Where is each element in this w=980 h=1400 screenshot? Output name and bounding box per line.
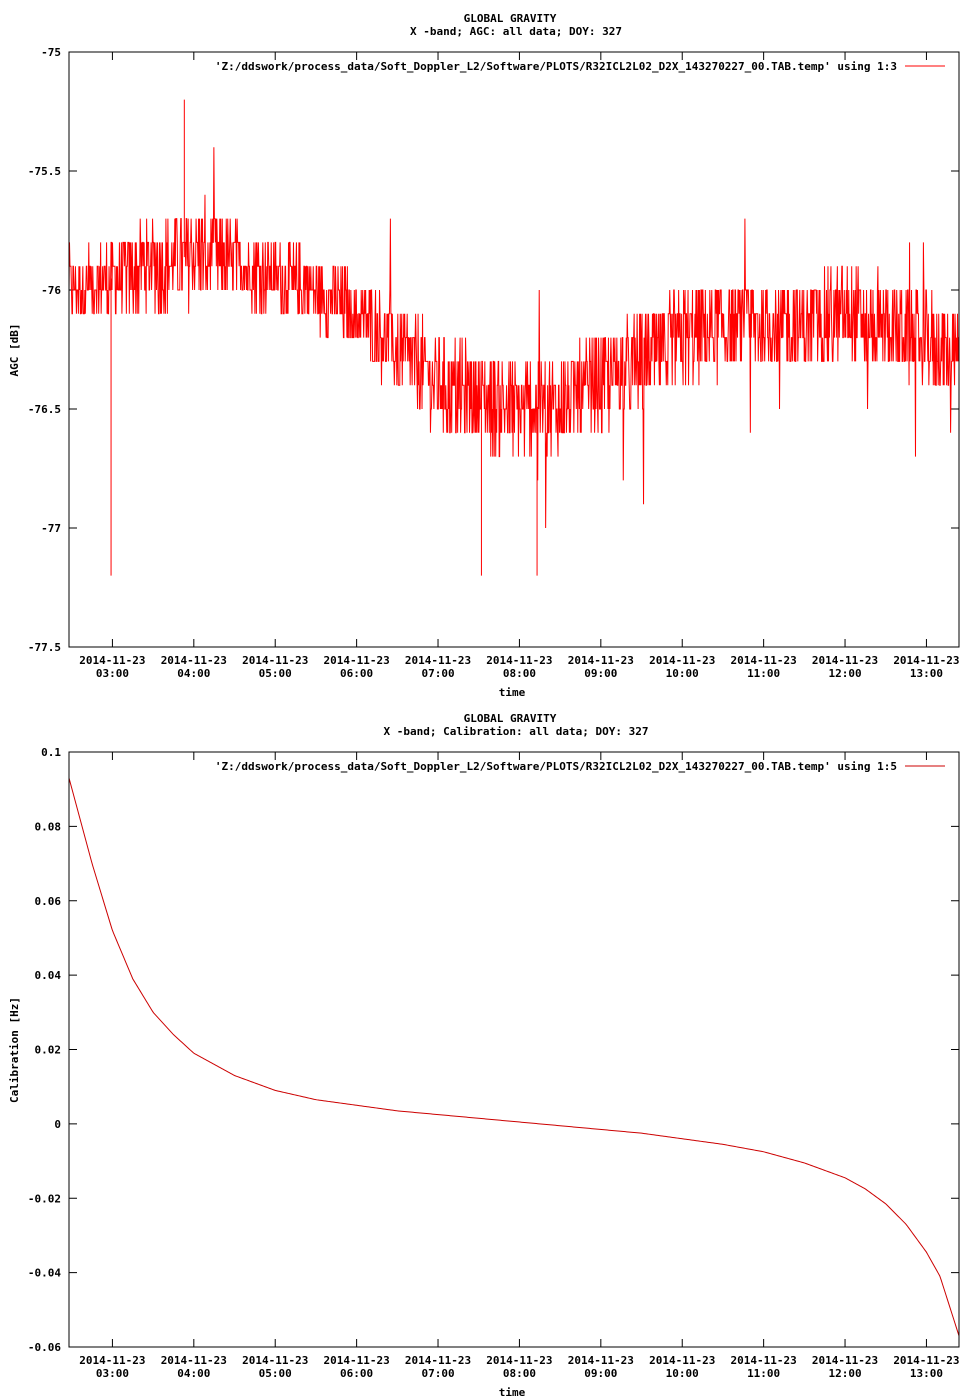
- x-tick-date: 2014-11-23: [649, 654, 715, 667]
- x-tick-marks: [111, 752, 927, 1347]
- x-tick-time: 11:00: [747, 1367, 780, 1380]
- y-tick-label: -0.02: [28, 1192, 61, 1205]
- x-tick-labels: 2014-11-2303:002014-11-2304:002014-11-23…: [79, 654, 959, 680]
- x-tick-time: 03:00: [96, 667, 129, 680]
- x-tick-time: 07:00: [421, 667, 454, 680]
- x-tick-date: 2014-11-23: [486, 654, 552, 667]
- x-tick-date: 2014-11-23: [161, 654, 227, 667]
- x-tick-time: 06:00: [340, 667, 373, 680]
- chart-subtitle: X -band; AGC: all data; DOY: 327: [410, 25, 622, 38]
- x-tick-date: 2014-11-23: [161, 1354, 227, 1367]
- plot-frame: [68, 751, 960, 1348]
- x-tick-date: 2014-11-23: [324, 1354, 390, 1367]
- x-tick-time: 13:00: [910, 1367, 943, 1380]
- x-tick-labels: 2014-11-2303:002014-11-2304:002014-11-23…: [79, 1354, 959, 1380]
- x-tick-date: 2014-11-23: [242, 654, 308, 667]
- legend-label: 'Z:/ddswork/process_data/Soft_Doppler_L2…: [215, 760, 897, 773]
- y-tick-labels: -75 -75.5 -76 -76.5 -77 -77.5: [28, 46, 61, 654]
- x-tick-date: 2014-11-23: [486, 1354, 552, 1367]
- x-tick-date: 2014-11-23: [649, 1354, 715, 1367]
- x-tick-date: 2014-11-23: [324, 654, 390, 667]
- chart-title: GLOBAL GRAVITY: [464, 12, 557, 25]
- x-tick-time: 13:00: [910, 667, 943, 680]
- y-tick-label: -76: [41, 284, 61, 297]
- calibration-series: [68, 777, 960, 1336]
- y-tick-label: 0.04: [35, 969, 62, 982]
- series-line: [68, 147, 960, 529]
- chart-subtitle: X -band; Calibration: all data; DOY: 327: [384, 725, 649, 738]
- x-tick-date: 2014-11-23: [568, 1354, 634, 1367]
- agc-series: [68, 99, 960, 576]
- y-tick-label: 0.06: [35, 895, 62, 908]
- series-line: [68, 777, 960, 1336]
- x-tick-time: 06:00: [340, 1367, 373, 1380]
- y-tick-label: -77.5: [28, 641, 61, 654]
- x-axis-label: time: [499, 686, 526, 699]
- x-tick-time: 10:00: [666, 667, 699, 680]
- y-tick-label: -75: [41, 46, 61, 59]
- y-tick-marks: [69, 51, 959, 648]
- x-tick-date: 2014-11-23: [812, 654, 878, 667]
- legend-label: 'Z:/ddswork/process_data/Soft_Doppler_L2…: [215, 60, 897, 73]
- x-tick-time: 03:00: [96, 1367, 129, 1380]
- x-tick-date: 2014-11-23: [79, 654, 145, 667]
- x-tick-marks: [111, 52, 927, 647]
- chart-title: GLOBAL GRAVITY: [464, 712, 557, 725]
- x-tick-date: 2014-11-23: [893, 654, 959, 667]
- plot-frame: [68, 51, 960, 648]
- x-tick-date: 2014-11-23: [242, 1354, 308, 1367]
- y-tick-label: 0.1: [41, 746, 61, 759]
- x-tick-date: 2014-11-23: [405, 654, 471, 667]
- x-tick-time: 05:00: [259, 667, 292, 680]
- x-tick-date: 2014-11-23: [731, 654, 797, 667]
- x-tick-date: 2014-11-23: [568, 654, 634, 667]
- x-tick-time: 09:00: [584, 1367, 617, 1380]
- y-tick-label: 0: [54, 1118, 61, 1131]
- x-tick-date: 2014-11-23: [731, 1354, 797, 1367]
- y-tick-marks: [69, 751, 959, 1348]
- y-tick-label: -0.04: [28, 1267, 61, 1280]
- calibration-chart: GLOBAL GRAVITY X -band; Calibration: all…: [8, 712, 960, 1399]
- x-tick-time: 08:00: [503, 1367, 536, 1380]
- y-tick-label: -75.5: [28, 165, 61, 178]
- x-tick-date: 2014-11-23: [405, 1354, 471, 1367]
- y-tick-label: -76.5: [28, 403, 61, 416]
- x-tick-date: 2014-11-23: [893, 1354, 959, 1367]
- agc-chart: GLOBAL GRAVITY X -band; AGC: all data; D…: [8, 12, 960, 699]
- y-tick-label: 0.02: [35, 1044, 62, 1057]
- x-tick-time: 04:00: [177, 1367, 210, 1380]
- x-axis-label: time: [499, 1386, 526, 1399]
- x-tick-time: 04:00: [177, 667, 210, 680]
- x-tick-time: 12:00: [828, 667, 861, 680]
- y-tick-labels: 0.1 0.08 0.06 0.04 0.02 0 -0.02 -0.04 -0.06: [28, 746, 61, 1354]
- y-axis-label: Calibration [Hz]: [8, 997, 21, 1103]
- x-tick-time: 09:00: [584, 667, 617, 680]
- x-tick-time: 08:00: [503, 667, 536, 680]
- y-tick-label: 0.08: [35, 820, 62, 833]
- x-tick-date: 2014-11-23: [812, 1354, 878, 1367]
- y-axis-label: AGC [dB]: [8, 324, 21, 377]
- x-tick-time: 12:00: [828, 1367, 861, 1380]
- y-tick-label: -0.06: [28, 1341, 61, 1354]
- x-tick-time: 10:00: [666, 1367, 699, 1380]
- x-tick-time: 11:00: [747, 667, 780, 680]
- y-tick-label: -77: [41, 522, 61, 535]
- x-tick-date: 2014-11-23: [79, 1354, 145, 1367]
- x-tick-time: 07:00: [421, 1367, 454, 1380]
- x-tick-time: 05:00: [259, 1367, 292, 1380]
